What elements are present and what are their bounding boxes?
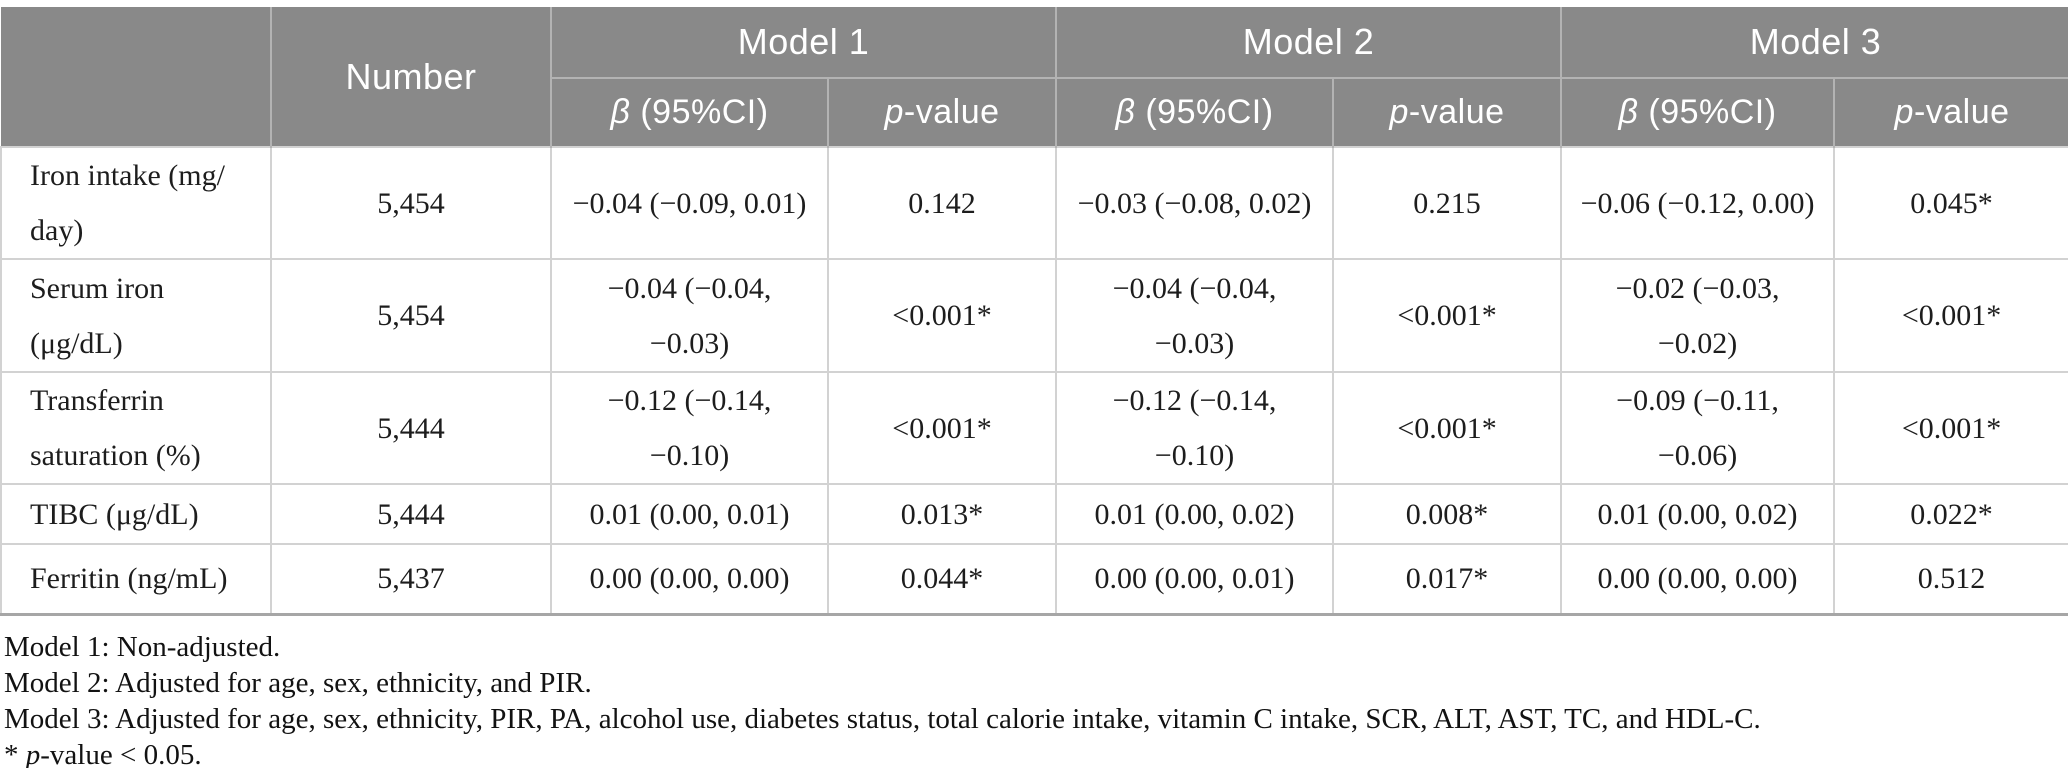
beta-symbol: β xyxy=(1618,93,1639,131)
corner-cell xyxy=(1,7,271,147)
footnote-model2: Model 2: Adjusted for age, sex, ethnicit… xyxy=(4,666,592,699)
cell-m2-beta: −0.03 (−0.08, 0.02) xyxy=(1055,146,1335,260)
cell-m2-beta: 0.00 (0.00, 0.01) xyxy=(1055,543,1335,616)
regression-results-table: Number Model 1 Model 2 Model 3 β (95%CI)… xyxy=(0,7,2068,616)
cell-number: 5,454 xyxy=(270,146,552,260)
cell-m3-beta: 0.01 (0.00, 0.02) xyxy=(1560,483,1836,545)
cell-m1-pvalue: 0.142 xyxy=(826,146,1058,260)
col-header-m3-beta: β (95%CI) xyxy=(1560,77,1835,147)
p-symbol: p xyxy=(1389,93,1409,131)
cell-m3-beta: 0.00 (0.00, 0.00) xyxy=(1560,543,1836,616)
cell-m3-pvalue: 0.022* xyxy=(1833,483,2068,545)
row-label: Iron intake (mg/ day) xyxy=(0,146,272,260)
cell-m1-pvalue: <0.001* xyxy=(826,258,1058,373)
beta-symbol: β xyxy=(1115,93,1136,131)
col-header-m2-beta: β (95%CI) xyxy=(1055,77,1334,147)
cell-m1-pvalue: <0.001* xyxy=(826,371,1058,485)
p-symbol: p xyxy=(25,738,41,768)
col-header-m3-pvalue: p-value xyxy=(1833,77,2068,147)
table-row-iron-intake: Iron intake (mg/ day) 5,454 −0.04 (−0.09… xyxy=(0,146,2068,260)
col-header-number: Number xyxy=(270,7,551,147)
cell-m2-pvalue: 0.215 xyxy=(1332,146,1563,260)
p-symbol: p xyxy=(884,93,904,131)
cell-m2-pvalue: <0.001* xyxy=(1332,258,1563,373)
table-footnotes: Model 1: Non-adjusted. Model 2: Adjusted… xyxy=(0,616,2068,768)
row-label: TIBC (μg/dL) xyxy=(0,483,272,545)
cell-m2-pvalue: 0.017* xyxy=(1332,543,1563,616)
cell-number: 5,444 xyxy=(270,483,552,545)
col-header-m2-pvalue: p-value xyxy=(1332,77,1562,147)
table-row-transferrin-saturation: Transferrin saturation (%) 5,444 −0.12 (… xyxy=(0,371,2068,485)
row-label: Transferrin saturation (%) xyxy=(0,371,272,485)
cell-m3-pvalue: <0.001* xyxy=(1833,258,2068,373)
col-header-model1: Model 1 xyxy=(549,7,1057,78)
col-header-model2: Model 2 xyxy=(1055,7,1562,78)
cell-m1-beta: −0.04 (−0.04, −0.03) xyxy=(550,258,829,373)
cell-m1-beta: 0.01 (0.00, 0.01) xyxy=(550,483,829,545)
cell-m3-pvalue: 0.045* xyxy=(1833,146,2068,260)
table-row-serum-iron: Serum iron (μg/dL) 5,454 −0.04 (−0.04, −… xyxy=(0,258,2068,373)
cell-m3-pvalue: 0.512 xyxy=(1833,543,2068,616)
cell-m3-beta: −0.09 (−0.11, −0.06) xyxy=(1560,371,1836,485)
col-header-m1-beta: β (95%CI) xyxy=(550,77,828,147)
footnote-model1: Model 1: Non-adjusted. xyxy=(4,630,281,663)
col-header-model3: Model 3 xyxy=(1560,7,2068,78)
cell-number: 5,437 xyxy=(270,543,552,616)
row-label: Serum iron (μg/dL) xyxy=(0,258,272,373)
header-row-models: Number Model 1 Model 2 Model 3 xyxy=(1,7,2068,147)
col-header-m1-pvalue: p-value xyxy=(826,77,1057,147)
p-symbol: p xyxy=(1894,93,1914,131)
cell-m2-beta: 0.01 (0.00, 0.02) xyxy=(1055,483,1335,545)
table-row-ferritin: Ferritin (ng/mL) 5,437 0.00 (0.00, 0.00)… xyxy=(0,543,2068,616)
cell-m1-pvalue: 0.013* xyxy=(826,483,1058,545)
cell-m2-pvalue: 0.008* xyxy=(1332,483,1563,545)
cell-m3-beta: −0.02 (−0.03, −0.02) xyxy=(1560,258,1836,373)
cell-m2-beta: −0.04 (−0.04, −0.03) xyxy=(1055,258,1335,373)
cell-m1-beta: −0.04 (−0.09, 0.01) xyxy=(550,146,829,260)
cell-m1-pvalue: 0.044* xyxy=(826,543,1058,616)
header-row-measures: β (95%CI) p-value β (95%CI) p-value β (9… xyxy=(1,77,2068,147)
cell-m1-beta: 0.00 (0.00, 0.00) xyxy=(550,543,829,616)
table-row-tibc: TIBC (μg/dL) 5,444 0.01 (0.00, 0.01) 0.0… xyxy=(0,483,2068,545)
row-label: Ferritin (ng/mL) xyxy=(0,543,272,616)
cell-m3-pvalue: <0.001* xyxy=(1833,371,2068,485)
cell-m1-beta: −0.12 (−0.14, −0.10) xyxy=(550,371,829,485)
beta-symbol: β xyxy=(610,93,631,131)
cell-number: 5,444 xyxy=(270,371,552,485)
cell-m3-beta: −0.06 (−0.12, 0.00) xyxy=(1560,146,1836,260)
footnote-model3: Model 3: Adjusted for age, sex, ethnicit… xyxy=(4,702,1761,735)
cell-m2-pvalue: <0.001* xyxy=(1332,371,1563,485)
footnote-significance: * p-value < 0.05. xyxy=(4,737,2064,768)
cell-m2-beta: −0.12 (−0.14, −0.10) xyxy=(1055,371,1335,485)
cell-number: 5,454 xyxy=(270,258,552,373)
